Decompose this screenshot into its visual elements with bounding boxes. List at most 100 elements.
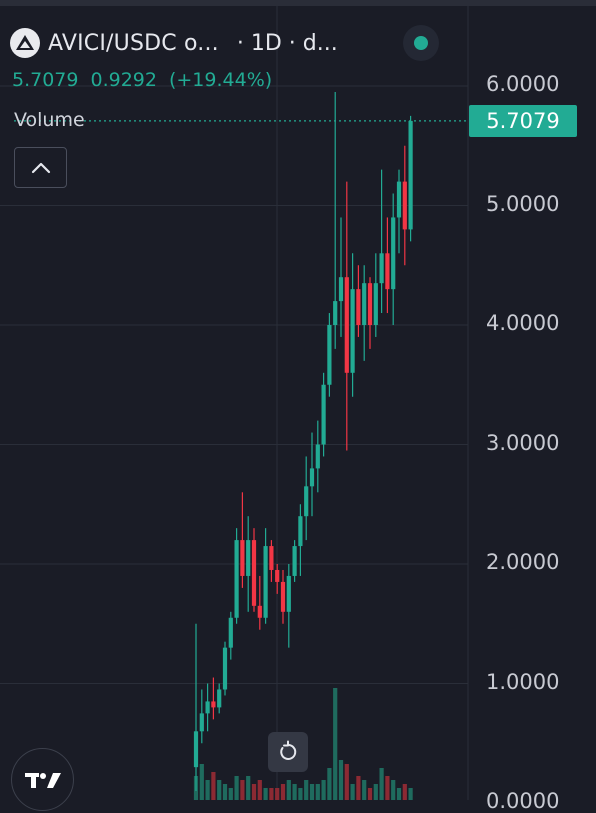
- candle-body: [379, 253, 384, 284]
- candle: [402, 145, 407, 266]
- volume-bar: [402, 784, 407, 800]
- candle-body: [240, 540, 245, 576]
- candle: [350, 253, 355, 397]
- candle-body: [269, 546, 274, 570]
- change-value: 0.9292: [90, 69, 157, 91]
- price-axis-tick-label: 3.0000: [486, 430, 560, 455]
- candle: [309, 432, 315, 517]
- candle: [263, 528, 268, 624]
- top-bar: [0, 0, 596, 6]
- candle-body: [275, 569, 280, 582]
- candle-body: [298, 516, 303, 547]
- volume-bar: [315, 784, 320, 800]
- candle-body: [234, 540, 239, 618]
- reset-chart-button[interactable]: [268, 732, 308, 772]
- candle-body: [263, 546, 268, 618]
- volume-bar: [327, 768, 332, 800]
- candle: [292, 540, 297, 582]
- volume-bar: [350, 784, 355, 800]
- price-axis-tick-label: 4.0000: [486, 311, 560, 335]
- candle: [199, 689, 204, 744]
- volume-bar: [211, 772, 216, 800]
- volume-bar: [205, 780, 210, 800]
- symbol-header[interactable]: AVICI/USDC o... · 1D · d...: [10, 28, 338, 58]
- market-status-indicator[interactable]: [403, 25, 439, 61]
- avici-logo-icon: [10, 28, 40, 58]
- grid-layer: [0, 0, 469, 800]
- candle-body: [205, 701, 210, 714]
- candle: [211, 677, 216, 720]
- candle-body: [280, 581, 286, 612]
- volume-bar: [321, 780, 326, 800]
- candle: [280, 569, 286, 624]
- candle-body: [338, 277, 344, 302]
- candle: [338, 217, 344, 337]
- volume-indicator-label[interactable]: Volume: [14, 109, 85, 131]
- candle-body: [309, 468, 315, 487]
- volume-bar: [246, 776, 251, 800]
- volume-bar: [379, 768, 384, 800]
- candle: [228, 611, 233, 660]
- candle-body: [211, 701, 216, 708]
- volume-bar: [286, 780, 291, 800]
- volume-bar: [251, 784, 257, 800]
- candle-body: [367, 283, 373, 325]
- volume-bar: [222, 784, 228, 800]
- candle: [327, 313, 332, 397]
- candle: [240, 492, 245, 588]
- volume-bar: [280, 784, 286, 800]
- candle-body: [373, 283, 378, 325]
- last-price-tag: 5.7079: [469, 104, 577, 137]
- candle: [396, 169, 402, 254]
- candle-layer: [193, 91, 413, 792]
- candle: [222, 641, 228, 696]
- candle: [385, 217, 390, 314]
- reset-icon: [280, 740, 297, 760]
- volume-bar: [385, 776, 390, 800]
- candle-body: [228, 617, 233, 648]
- candle: [286, 564, 291, 648]
- live-status-icon: [414, 36, 428, 50]
- collapse-legend-button[interactable]: [14, 147, 67, 188]
- tradingview-logo-icon[interactable]: [11, 748, 74, 811]
- candle-body: [362, 283, 367, 325]
- volume-bar: [292, 784, 297, 800]
- volume-bar: [338, 760, 344, 800]
- candle-body: [304, 486, 309, 517]
- candle-body: [391, 217, 396, 290]
- volume-layer: [193, 688, 413, 800]
- volume-bar: [362, 780, 367, 800]
- candle: [356, 265, 361, 337]
- candle-body: [292, 546, 297, 576]
- candle: [344, 181, 349, 451]
- candle-body: [199, 713, 204, 732]
- price-axis-tick-label: 6.0000: [486, 72, 560, 96]
- price-axis-tick-label: 0.0000: [486, 789, 560, 813]
- candle-body: [350, 289, 355, 373]
- candle: [379, 169, 384, 314]
- candle: [193, 623, 199, 792]
- interval-label[interactable]: · 1D · d...: [236, 30, 338, 56]
- candle: [367, 277, 373, 349]
- candle-body: [222, 647, 228, 690]
- price-axis-tick-label: 5.0000: [486, 191, 560, 216]
- volume-bar: [396, 788, 402, 800]
- candle: [304, 456, 309, 541]
- candle-body: [315, 444, 320, 469]
- candle-body: [356, 289, 361, 325]
- candle: [246, 516, 251, 612]
- volume-bar: [199, 764, 204, 800]
- price-axis-tick-label: 2.0000: [486, 550, 560, 574]
- candle: [373, 253, 378, 337]
- candle-body: [193, 731, 199, 768]
- volume-bar: [344, 764, 349, 800]
- candle: [217, 683, 222, 714]
- candle-body: [344, 277, 349, 373]
- candle-body: [286, 575, 291, 612]
- candle: [321, 372, 326, 457]
- volume-bar: [257, 780, 262, 800]
- symbol-name[interactable]: AVICI/USDC o...: [48, 30, 219, 56]
- volume-bar: [373, 784, 378, 800]
- last-price-value: 5.7079: [12, 69, 79, 91]
